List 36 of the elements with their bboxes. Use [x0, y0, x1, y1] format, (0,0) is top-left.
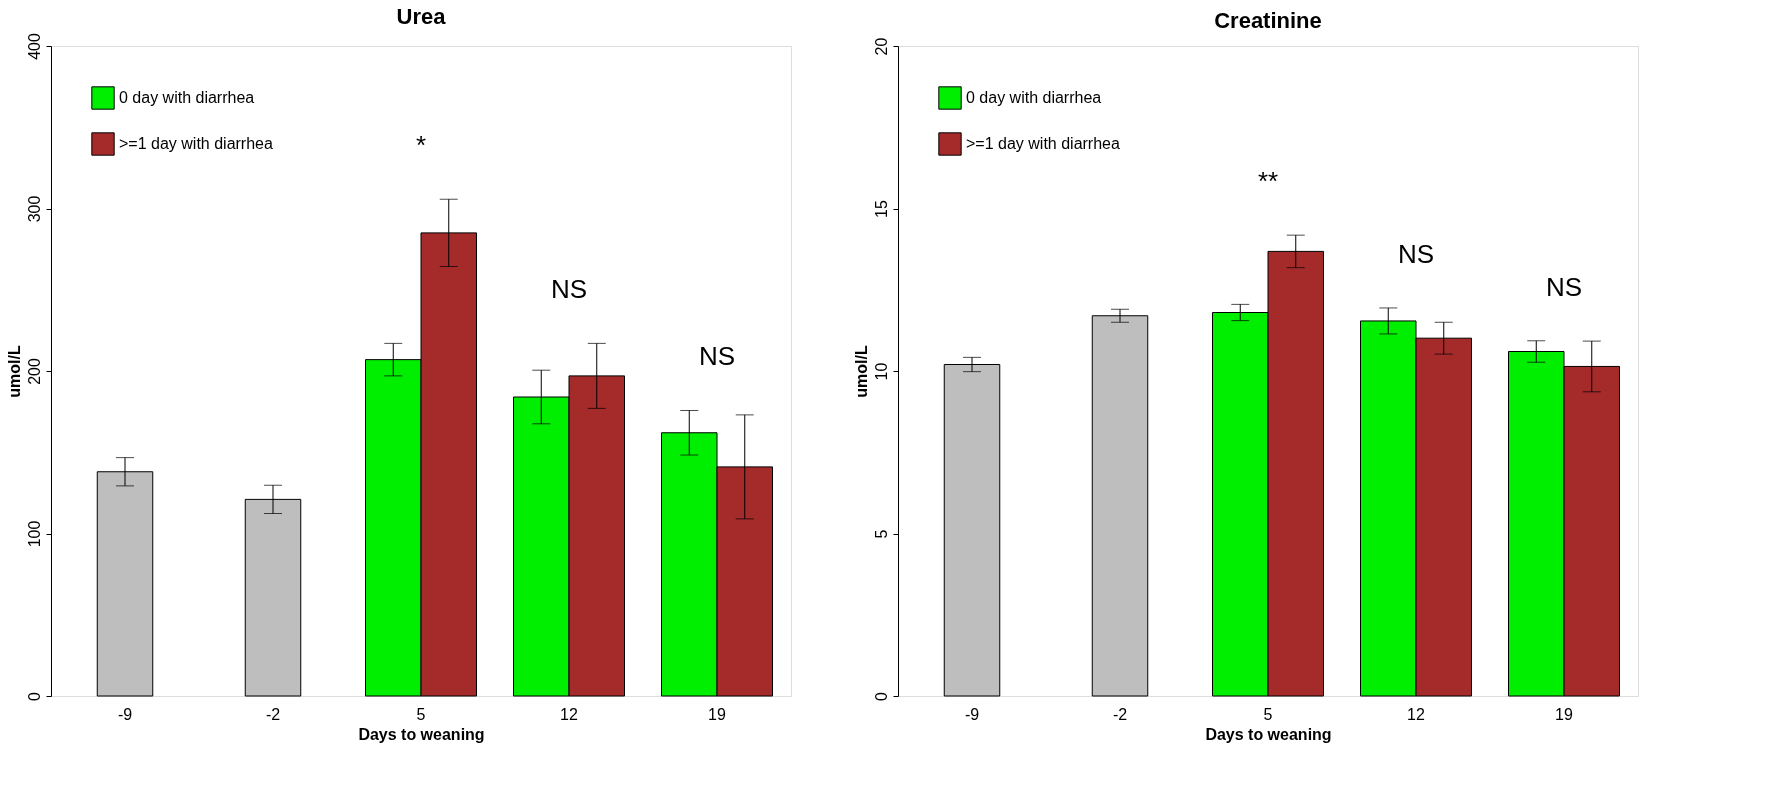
- y-tick-label: 0: [872, 691, 890, 701]
- x-tick-label: -2: [265, 705, 281, 723]
- legend-label: >=1 day with diarrhea: [966, 135, 1120, 152]
- x-tick-label: -9: [117, 705, 133, 723]
- legend-label: 0 day with diarrhea: [966, 89, 1102, 106]
- y-tick-label: 200: [25, 358, 43, 385]
- annotation: **: [1257, 166, 1279, 197]
- annotation: NS: [698, 341, 736, 372]
- y-tick-label: 15: [872, 200, 890, 218]
- x-tick-label: 5: [1263, 705, 1273, 723]
- x-tick-label: 12: [560, 705, 578, 723]
- x-tick-label: 19: [1555, 705, 1573, 723]
- x-tick-label: 19: [708, 705, 726, 723]
- x-tick-label: 12: [1407, 705, 1425, 723]
- x-tick-label: 5: [416, 705, 426, 723]
- y-tick-label: 300: [25, 195, 43, 223]
- y-tick-label: 0: [25, 691, 43, 701]
- annotation: NS: [550, 274, 588, 305]
- y-tick-label: 10: [872, 362, 890, 381]
- x-axis-title: Days to weaning: [1205, 725, 1332, 743]
- y-axis-title: umol/L: [852, 345, 870, 398]
- y-tick-label: 5: [872, 529, 890, 539]
- annotation: NS: [1545, 271, 1583, 302]
- x-tick-label: -2: [1112, 705, 1128, 723]
- chart-title: Creatinine: [1214, 8, 1322, 34]
- chart-title: Urea: [396, 3, 447, 29]
- annotation: NS: [1397, 238, 1435, 269]
- legend-label: >=1 day with diarrhea: [119, 135, 273, 152]
- y-tick-label: 20: [872, 37, 890, 56]
- y-tick-label: 100: [25, 520, 43, 548]
- y-axis-title: umol/L: [5, 345, 23, 398]
- annotation: *: [415, 130, 427, 161]
- legend-label: 0 day with diarrhea: [119, 89, 255, 106]
- x-tick-label: -9: [964, 705, 980, 723]
- y-tick-label: 400: [25, 33, 43, 60]
- x-axis-title: Days to weaning: [358, 725, 485, 743]
